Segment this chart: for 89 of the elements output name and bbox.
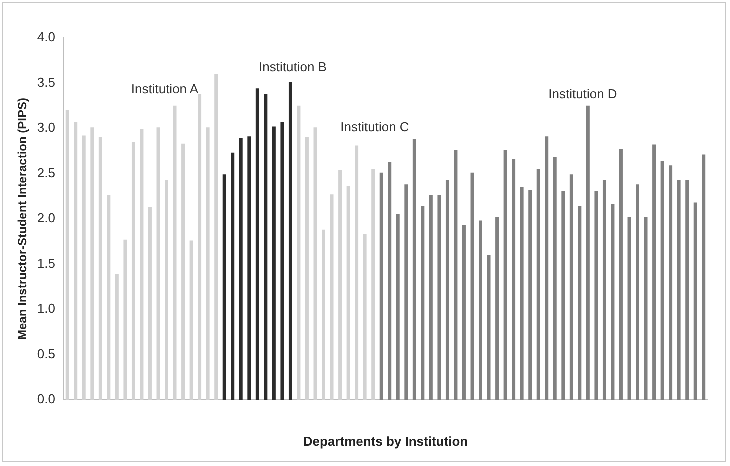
bar: [124, 240, 128, 400]
bar: [306, 138, 309, 400]
bar: [396, 214, 400, 400]
bar: [479, 220, 482, 400]
bar: [462, 225, 466, 400]
bar: [512, 159, 516, 400]
bar: [107, 195, 111, 400]
bar: [288, 82, 292, 400]
bar: [165, 180, 168, 400]
bar: [702, 154, 706, 400]
bar: [429, 195, 433, 400]
y-axis-title: Mean Instructor-Student Interaction (PIPS): [16, 98, 30, 340]
bar: [239, 138, 243, 400]
bar: [553, 157, 557, 400]
bar: [98, 138, 102, 400]
annotation: Institution C: [340, 120, 410, 135]
bar: [346, 186, 350, 400]
bar: [562, 190, 566, 400]
bar: [611, 204, 615, 400]
bar: [90, 128, 94, 400]
bar: [115, 274, 119, 400]
bar: [355, 146, 359, 400]
bar: [660, 161, 664, 400]
bar: [322, 230, 326, 400]
y-tick-label: 3.0: [37, 120, 56, 136]
bar: [528, 190, 532, 400]
bar: [669, 166, 673, 400]
bar: [82, 136, 86, 400]
y-tick-label: 1.0: [37, 301, 56, 316]
bar: [280, 122, 284, 400]
bar: [677, 180, 681, 400]
bar: [182, 144, 186, 400]
annotation: Institution B: [259, 60, 327, 75]
bar: [570, 174, 574, 400]
bar: [446, 180, 450, 400]
bar: [338, 170, 342, 400]
bar: [256, 88, 260, 400]
y-tick-label: 2.5: [37, 165, 56, 180]
bar: [363, 234, 367, 400]
x-axis-title: Departments by Institution: [303, 434, 468, 449]
bar: [190, 240, 194, 400]
bar: [173, 106, 177, 400]
bar: [536, 169, 540, 400]
bar: [231, 152, 235, 400]
bar: [74, 122, 78, 400]
bar: [594, 190, 598, 400]
bar: [272, 126, 276, 400]
annotation: Institution A: [131, 82, 199, 97]
bar: [264, 94, 268, 400]
bar: [140, 129, 144, 400]
bar: [421, 206, 425, 400]
y-tick-label: 2.0: [37, 210, 56, 226]
bar: [487, 255, 491, 400]
bar: [372, 169, 376, 400]
bar: [380, 172, 384, 400]
bar: [620, 149, 623, 400]
bar: [504, 150, 508, 400]
y-tick-label: 3.5: [37, 74, 56, 90]
bar: [652, 144, 656, 400]
bar: [644, 217, 648, 400]
annotation: Institution D: [548, 86, 618, 102]
bar: [66, 110, 70, 400]
bar: [602, 180, 606, 400]
y-tick-label: 1.5: [37, 256, 56, 271]
bar: [404, 184, 408, 400]
bar: [586, 106, 590, 400]
bar: [132, 142, 136, 400]
bar: [545, 136, 549, 400]
y-tick-label: 4.0: [37, 30, 56, 45]
bar: [496, 217, 500, 400]
bar: [330, 194, 334, 400]
bar: [438, 195, 442, 400]
bar: [454, 150, 458, 400]
bar: [214, 74, 218, 400]
y-tick-label: 0.5: [37, 346, 56, 362]
bar: [686, 180, 690, 400]
bar: [412, 139, 416, 400]
bar: [388, 162, 392, 400]
bar: [297, 106, 301, 400]
bar: [694, 202, 698, 400]
bar: [206, 128, 210, 400]
bar: [222, 174, 226, 400]
bar: [636, 184, 640, 400]
bar: [248, 136, 252, 400]
y-tick-label: 0.0: [37, 392, 56, 407]
bar: [198, 94, 202, 400]
bar: [578, 206, 582, 400]
bar: [148, 207, 152, 400]
bar: [520, 187, 524, 400]
